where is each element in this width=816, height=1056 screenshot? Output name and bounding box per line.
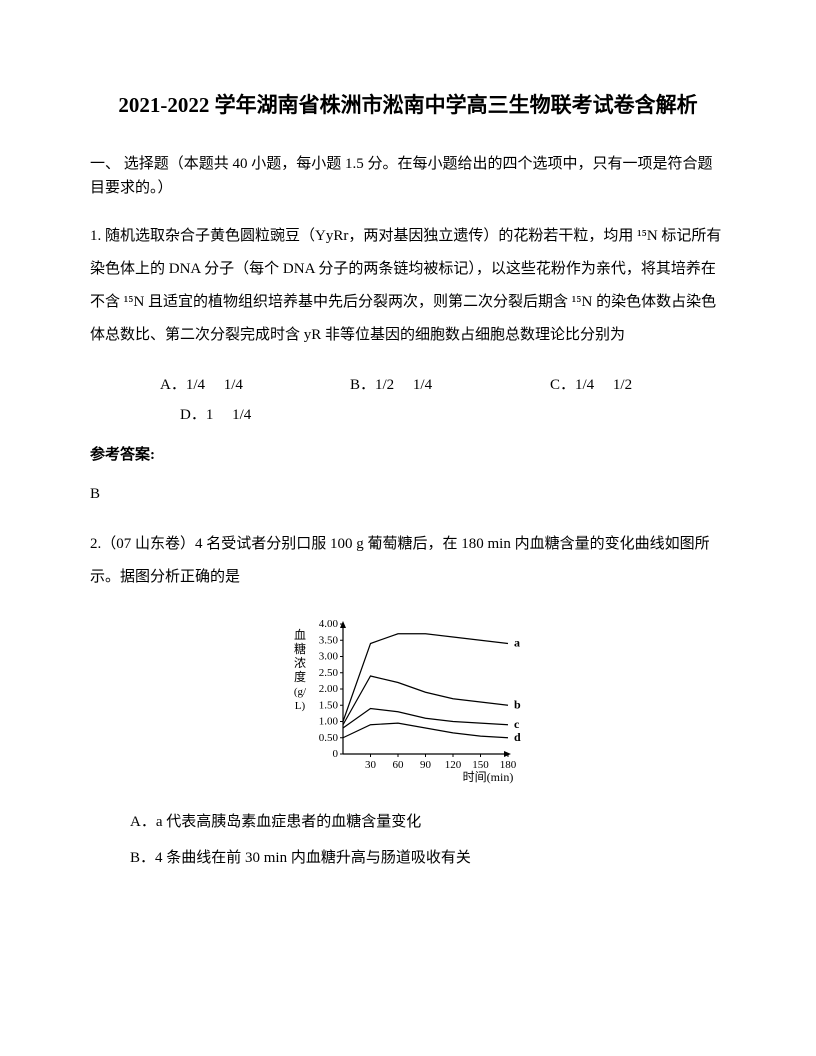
svg-text:a: a — [514, 635, 520, 649]
svg-text:b: b — [514, 697, 521, 711]
svg-text:(g/: (g/ — [294, 686, 307, 698]
question-2: 2.（07 山东卷）4 名受试者分别口服 100 g 葡萄糖后，在 180 mi… — [90, 528, 726, 594]
svg-text:1.50: 1.50 — [319, 699, 339, 711]
option-d: D．1 1/4 — [160, 400, 251, 430]
option-a: A．1/4 1/4 — [160, 370, 350, 400]
chart-container: 0 0.50 1.00 1.50 2.00 2.50 3.00 3.50 4.00 30 60 90 1… — [90, 614, 726, 784]
svg-text:d: d — [514, 729, 521, 743]
svg-text:时间(min): 时间(min) — [463, 770, 514, 784]
option-c: C．1/4 1/2 — [550, 370, 700, 400]
svg-text:30: 30 — [365, 759, 377, 771]
q2-option-b: B．4 条曲线在前 30 min 内血糖升高与肠道吸收有关 — [130, 840, 726, 876]
svg-text:120: 120 — [445, 759, 462, 771]
svg-text:L): L) — [295, 700, 306, 712]
svg-text:90: 90 — [420, 759, 432, 771]
glucose-chart: 0 0.50 1.00 1.50 2.00 2.50 3.00 3.50 4.00 30 60 90 1… — [288, 614, 528, 784]
question-2-options: A．a 代表高胰岛素血症患者的血糖含量变化 B．4 条曲线在前 30 min 内… — [90, 804, 726, 876]
svg-text:0: 0 — [333, 748, 339, 760]
question-1-options: A．1/4 1/4 B．1/2 1/4 C．1/4 1/2 D．1 1/4 — [90, 370, 726, 430]
q1-answer: B — [90, 481, 726, 508]
svg-text:60: 60 — [393, 759, 405, 771]
svg-text:糖: 糖 — [294, 641, 306, 656]
q2-option-a: A．a 代表高胰岛素血症患者的血糖含量变化 — [130, 804, 726, 840]
svg-text:度: 度 — [294, 669, 306, 684]
page-title: 2021-2022 学年湖南省株洲市淞南中学高三生物联考试卷含解析 — [90, 90, 726, 122]
svg-text:3.50: 3.50 — [319, 634, 339, 646]
svg-text:c: c — [514, 716, 520, 730]
svg-text:0.50: 0.50 — [319, 731, 339, 743]
svg-text:2.50: 2.50 — [319, 666, 339, 678]
question-1: 1. 随机选取杂合子黄色圆粒豌豆（YyRr，两对基因独立遗传）的花粉若干粒，均用… — [90, 220, 726, 352]
option-b: B．1/2 1/4 — [350, 370, 550, 400]
svg-text:浓: 浓 — [294, 656, 306, 670]
answer-label: 参考答案: — [90, 442, 726, 469]
section-header: 一、 选择题（本题共 40 小题，每小题 1.5 分。在每小题给出的四个选项中，… — [90, 152, 726, 200]
svg-text:血: 血 — [294, 628, 306, 642]
svg-text:3.00: 3.00 — [319, 650, 339, 662]
svg-text:1.00: 1.00 — [319, 715, 339, 727]
svg-text:2.00: 2.00 — [319, 683, 339, 695]
svg-text:4.00: 4.00 — [319, 618, 339, 630]
